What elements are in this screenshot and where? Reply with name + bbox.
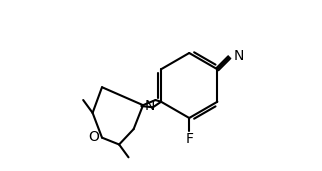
Text: N: N xyxy=(145,99,156,113)
Text: O: O xyxy=(88,130,99,144)
Text: F: F xyxy=(185,132,193,146)
Text: N: N xyxy=(233,49,244,63)
